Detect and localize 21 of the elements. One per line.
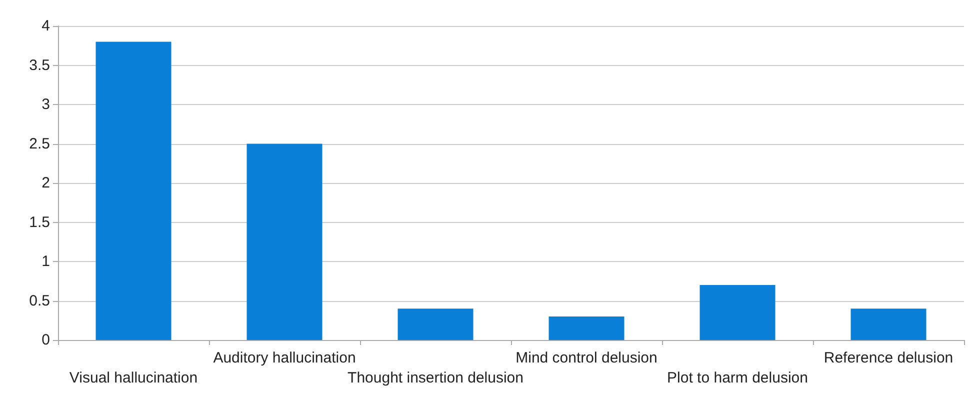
- y-tick-label: 3.5: [29, 56, 50, 74]
- bar: [398, 308, 474, 340]
- x-tick-label: Thought insertion delusion: [348, 370, 524, 386]
- y-tick-label: 0.5: [29, 292, 50, 310]
- bar: [700, 285, 776, 340]
- y-tick-label: 1.5: [29, 214, 50, 231]
- y-tick-label: 3: [42, 96, 50, 113]
- y-tick-label: 0: [42, 332, 50, 348]
- bar: [850, 308, 926, 340]
- x-tick-label: Plot to harm delusion: [667, 370, 808, 386]
- y-tick-label: 1: [42, 253, 50, 270]
- bar: [96, 42, 172, 340]
- bar: [548, 316, 624, 340]
- y-tick-label: 2.5: [29, 135, 50, 152]
- y-tick-label: 2: [42, 174, 50, 192]
- y-tick-label: 4: [42, 18, 50, 34]
- bar: [246, 144, 322, 340]
- x-tick-label: Visual hallucination: [69, 370, 198, 386]
- x-tick-label: Reference delusion: [824, 350, 954, 366]
- x-tick-label: Auditory hallucination: [213, 350, 356, 366]
- x-tick-label: Mind control delusion: [516, 350, 658, 366]
